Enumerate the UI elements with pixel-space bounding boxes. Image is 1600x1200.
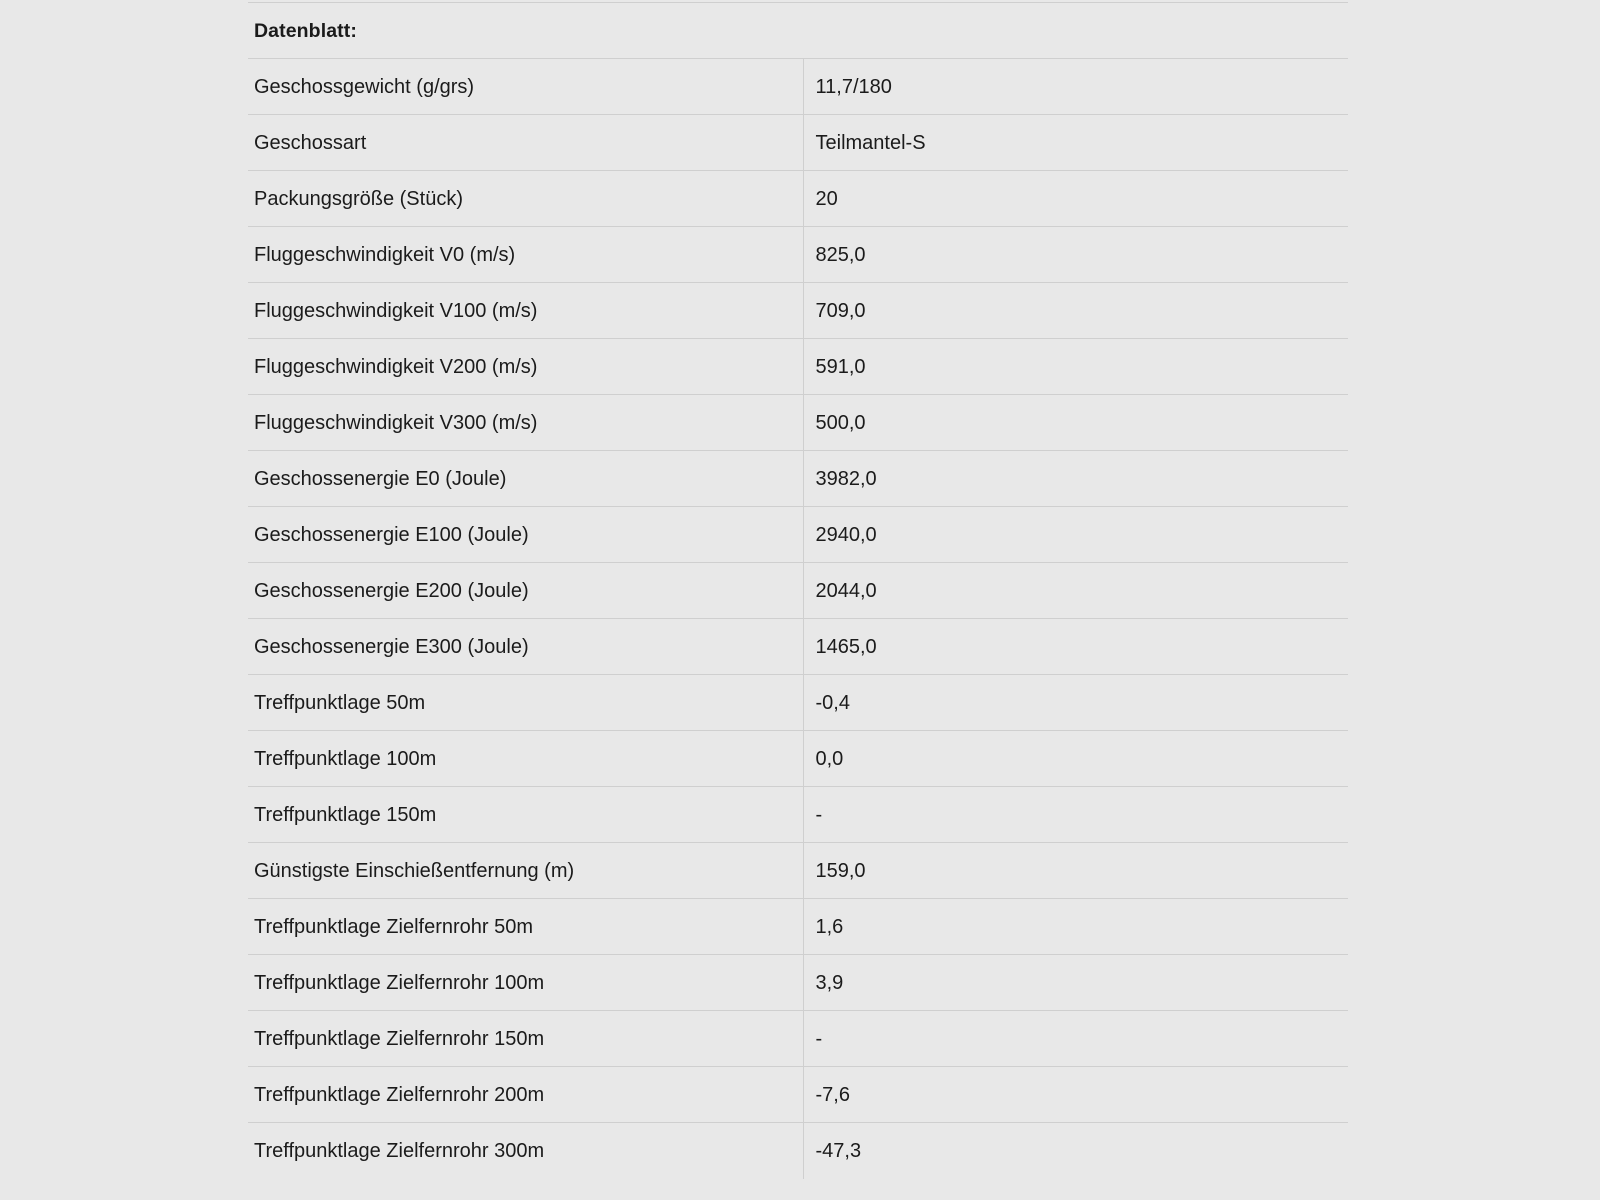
row-value: - <box>803 786 1348 843</box>
table-row: Geschossenergie E300 (Joule) 1465,0 <box>248 618 1348 675</box>
row-value: 2044,0 <box>803 562 1348 619</box>
row-value: 709,0 <box>803 282 1348 339</box>
row-label: Fluggeschwindigkeit V100 (m/s) <box>248 282 804 339</box>
table-row: Fluggeschwindigkeit V200 (m/s) 591,0 <box>248 338 1348 395</box>
page-title: Datenblatt: <box>248 2 1348 59</box>
row-label: Geschossart <box>248 114 804 171</box>
row-label: Geschossenergie E200 (Joule) <box>248 562 804 619</box>
table-row: Fluggeschwindigkeit V300 (m/s) 500,0 <box>248 394 1348 451</box>
row-label: Treffpunktlage Zielfernrohr 100m <box>248 954 804 1011</box>
table-row: Günstigste Einschießentfernung (m) 159,0 <box>248 842 1348 899</box>
datasheet-section: Datenblatt: Geschossgewicht (g/grs) 11,7/… <box>248 2 1348 1179</box>
row-value: 3982,0 <box>803 450 1348 507</box>
table-row: Geschossenergie E0 (Joule) 3982,0 <box>248 450 1348 507</box>
row-value: -0,4 <box>803 674 1348 731</box>
table-row: Geschossgewicht (g/grs) 11,7/180 <box>248 58 1348 115</box>
row-label: Treffpunktlage Zielfernrohr 50m <box>248 898 804 955</box>
row-value: 20 <box>803 170 1348 227</box>
row-label: Fluggeschwindigkeit V0 (m/s) <box>248 226 804 283</box>
table-row: Treffpunktlage 150m - <box>248 786 1348 843</box>
row-value: 3,9 <box>803 954 1348 1011</box>
row-label: Günstigste Einschießentfernung (m) <box>248 842 804 899</box>
row-label: Treffpunktlage Zielfernrohr 150m <box>248 1010 804 1067</box>
row-label: Geschossenergie E100 (Joule) <box>248 506 804 563</box>
row-label: Fluggeschwindigkeit V300 (m/s) <box>248 394 804 451</box>
table-row: Geschossart Teilmantel-S <box>248 114 1348 171</box>
table-row: Treffpunktlage Zielfernrohr 50m 1,6 <box>248 898 1348 955</box>
table-row: Treffpunktlage Zielfernrohr 100m 3,9 <box>248 954 1348 1011</box>
table-row: Packungsgröße (Stück) 20 <box>248 170 1348 227</box>
table-row: Fluggeschwindigkeit V100 (m/s) 709,0 <box>248 282 1348 339</box>
row-value: 1465,0 <box>803 618 1348 675</box>
row-label: Treffpunktlage Zielfernrohr 200m <box>248 1066 804 1123</box>
table-row: Treffpunktlage 100m 0,0 <box>248 730 1348 787</box>
row-value: 159,0 <box>803 842 1348 899</box>
datasheet-table-body: Datenblatt: Geschossgewicht (g/grs) 11,7/… <box>248 2 1348 1179</box>
row-value: 0,0 <box>803 730 1348 787</box>
row-value: 1,6 <box>803 898 1348 955</box>
table-row: Fluggeschwindigkeit V0 (m/s) 825,0 <box>248 226 1348 283</box>
row-value: 500,0 <box>803 394 1348 451</box>
table-row: Treffpunktlage Zielfernrohr 200m -7,6 <box>248 1066 1348 1123</box>
row-value: 2940,0 <box>803 506 1348 563</box>
row-value: -7,6 <box>803 1066 1348 1123</box>
row-value: 11,7/180 <box>803 58 1348 115</box>
row-value: -47,3 <box>803 1122 1348 1179</box>
row-label: Geschossgewicht (g/grs) <box>248 58 804 115</box>
row-value: 825,0 <box>803 226 1348 283</box>
row-label: Geschossenergie E0 (Joule) <box>248 450 804 507</box>
row-label: Treffpunktlage 150m <box>248 786 804 843</box>
table-row: Treffpunktlage Zielfernrohr 150m - <box>248 1010 1348 1067</box>
table-row: Treffpunktlage Zielfernrohr 300m -47,3 <box>248 1122 1348 1179</box>
row-label: Treffpunktlage 50m <box>248 674 804 731</box>
row-label: Treffpunktlage 100m <box>248 730 804 787</box>
row-label: Treffpunktlage Zielfernrohr 300m <box>248 1122 804 1179</box>
table-row: Geschossenergie E200 (Joule) 2044,0 <box>248 562 1348 619</box>
row-value: 591,0 <box>803 338 1348 395</box>
datasheet-table: Datenblatt: Geschossgewicht (g/grs) 11,7/… <box>248 2 1348 1179</box>
row-label: Packungsgröße (Stück) <box>248 170 804 227</box>
table-row: Geschossenergie E100 (Joule) 2940,0 <box>248 506 1348 563</box>
row-label: Geschossenergie E300 (Joule) <box>248 618 804 675</box>
table-row: Treffpunktlage 50m -0,4 <box>248 674 1348 731</box>
row-value: Teilmantel-S <box>803 114 1348 171</box>
row-label: Fluggeschwindigkeit V200 (m/s) <box>248 338 804 395</box>
row-value: - <box>803 1010 1348 1067</box>
datasheet-heading-row: Datenblatt: <box>248 2 1348 59</box>
